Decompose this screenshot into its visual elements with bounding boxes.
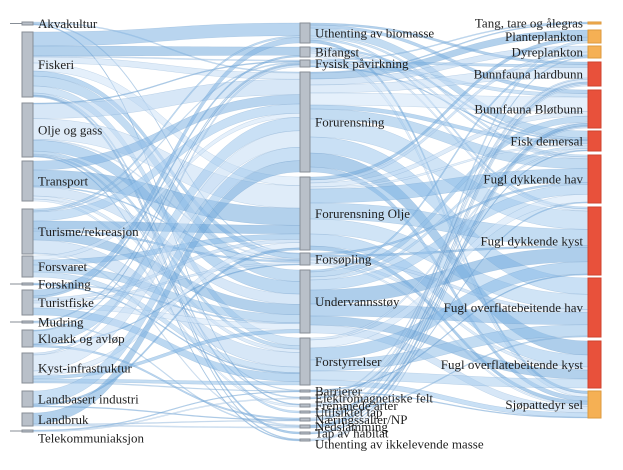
sankey-node-fremmede[interactable]	[299, 403, 311, 408]
node-label-fugloh: Fugl overflatebeitende hav	[444, 300, 584, 315]
sankey-node-kystinfra[interactable]	[21, 352, 34, 384]
sankey-node-uthmasse[interactable]	[299, 438, 311, 442]
node-label-landind: Landbasert industri	[38, 392, 139, 407]
node-label-fuglok: Fugl overflatebeitende kyst	[441, 357, 584, 372]
sankey-node-elektro[interactable]	[299, 396, 311, 400]
sankey-node-forstyrr[interactable]	[299, 337, 311, 386]
sankey-node-dyreplankton[interactable]	[587, 45, 602, 59]
node-label-forstyrr: Forstyrrelser	[315, 354, 382, 369]
node-label-fugldk: Fugl dykkende kyst	[480, 234, 583, 249]
node-label-transport: Transport	[38, 174, 88, 189]
sankey-node-bunnblot[interactable]	[587, 89, 602, 129]
sankey-node-mudring[interactable]	[21, 320, 34, 324]
sankey-node-fugldh[interactable]	[587, 154, 602, 204]
sankey-node-nedslam[interactable]	[299, 424, 311, 429]
node-label-bifangst: Bifangst	[315, 45, 359, 60]
node-label-dyreplankton: Dyreplankton	[512, 45, 584, 60]
sankey-node-telekom[interactable]	[21, 429, 34, 433]
node-label-forsvaret: Forsvaret	[38, 259, 87, 274]
node-label-undervann: Undervannsstøy	[315, 294, 400, 309]
node-label-sjopattedyr: Sjøpattedyr sel	[505, 397, 583, 412]
node-label-nedslam: Nedslamming	[315, 419, 388, 434]
sankey-node-turistfiske[interactable]	[21, 289, 34, 316]
sankey-node-sjopattedyr[interactable]	[587, 390, 602, 419]
node-label-planteplankton: Planteplankton	[505, 29, 583, 44]
sankey-node-undervann[interactable]	[299, 269, 311, 334]
sankey-node-tang[interactable]	[587, 21, 602, 25]
node-label-utilsiktet: Utilsiktet tap	[315, 405, 383, 420]
sankey-node-forskning[interactable]	[21, 282, 34, 286]
node-label-turistfiske: Turistfiske	[38, 295, 94, 310]
sankey-node-bunnhard[interactable]	[587, 61, 602, 87]
node-label-landbruk: Landbruk	[38, 412, 89, 427]
sankey-node-kloakk[interactable]	[21, 329, 34, 348]
sankey-node-planteplankton[interactable]	[587, 29, 602, 44]
sankey-node-fiskdem[interactable]	[587, 130, 602, 152]
sankey-node-bifangst[interactable]	[299, 46, 311, 58]
sankey-node-fuglok[interactable]	[587, 340, 602, 389]
sankey-node-fugloh[interactable]	[587, 277, 602, 338]
sankey-node-barrierer[interactable]	[299, 389, 311, 393]
sankey-node-transport[interactable]	[21, 160, 34, 202]
sankey-node-utilsiktet[interactable]	[299, 410, 311, 414]
sankey-node-fugldk[interactable]	[587, 206, 602, 276]
node-label-forurensning: Forurensning	[315, 115, 385, 130]
node-label-oljegass: Olje og gass	[38, 123, 102, 138]
sankey-node-landbruk[interactable]	[21, 412, 34, 427]
node-label-turisme: Turisme/rekreasjon	[38, 224, 139, 239]
node-label-kystinfra: Kyst-infrastruktur	[38, 361, 133, 376]
node-label-fugldh: Fugl dykkende hav	[483, 172, 583, 187]
node-label-akvakultur: Akvakultur	[38, 16, 98, 31]
sankey-node-forurensning[interactable]	[299, 71, 311, 173]
node-label-elektro: Elektromagnetiske felt	[315, 391, 433, 406]
node-label-uthmasse: Uthenting av ikkelevende masse	[315, 437, 484, 452]
sankey-node-forsopling[interactable]	[299, 252, 311, 266]
sankey-node-uthbio[interactable]	[299, 22, 311, 44]
sankey-node-akvakultur[interactable]	[21, 21, 34, 26]
node-label-naering: Næringssalter/NP	[315, 412, 407, 427]
sankey-node-taphabitat[interactable]	[299, 431, 311, 435]
sankey-node-fiskeri[interactable]	[21, 31, 34, 98]
node-label-forskning: Forskning	[38, 277, 91, 292]
node-label-barrierer: Barrierer	[315, 384, 363, 399]
sankey-node-forurolje[interactable]	[299, 176, 311, 251]
node-label-telekom: Telekommuniaksjon	[38, 431, 144, 446]
sankey-node-turisme[interactable]	[21, 208, 34, 255]
node-label-bunnhard: Bunnfauna hardbunn	[474, 67, 584, 82]
node-label-forsopling: Forsøpling	[315, 252, 372, 267]
node-label-taphabitat: Tap av habitat	[315, 426, 389, 441]
sankey-node-landind[interactable]	[21, 390, 34, 408]
node-label-bunnblot: Bunnfauna Bløtbunn	[474, 102, 583, 117]
node-label-mudring: Mudring	[38, 315, 84, 330]
sankey-node-naering[interactable]	[299, 417, 311, 422]
node-label-fremmede: Fremmede arter	[315, 398, 398, 413]
node-label-kloakk: Kloakk og avløp	[38, 331, 125, 346]
node-label-tang: Tang, tare og ålegras	[475, 16, 583, 31]
node-label-forurolje: Forurensning Olje	[315, 206, 410, 221]
sankey-node-fysisk[interactable]	[299, 59, 311, 68]
node-label-fiskeri: Fiskeri	[38, 57, 75, 72]
node-label-fysisk: Fysisk påvirkning	[315, 56, 409, 71]
node-label-fiskdem: Fisk demersal	[510, 134, 583, 149]
sankey-node-oljegass[interactable]	[21, 102, 34, 158]
node-label-uthbio: Uthenting av biomasse	[315, 26, 434, 41]
sankey-node-forsvaret[interactable]	[21, 255, 34, 278]
